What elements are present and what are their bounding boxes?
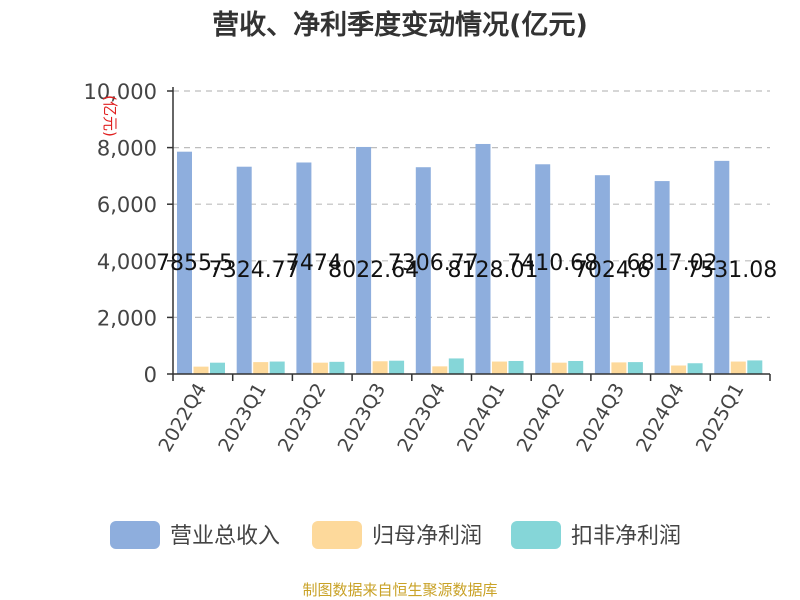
x-tick-label: 2024Q1: [453, 380, 510, 456]
x-tick-label: 2023Q1: [214, 380, 271, 456]
y-tick-label: 0: [144, 363, 157, 387]
bar[interactable]: [671, 365, 687, 374]
data-label: 7306.77: [388, 251, 479, 276]
bar[interactable]: [654, 181, 670, 374]
data-label: 7024.6: [574, 258, 651, 283]
bar[interactable]: [269, 361, 285, 374]
x-tick-label: 2022Q4: [154, 380, 211, 456]
chart-title: 营收、净利季度变动情况(亿元): [212, 9, 588, 41]
legend-label: 扣非净利润: [571, 524, 681, 549]
data-labels: 7855.57324.7774748022.647306.778128.0174…: [156, 251, 777, 283]
bar[interactable]: [356, 146, 372, 374]
legend-item[interactable]: 归母净利润: [312, 521, 482, 549]
bar[interactable]: [312, 362, 328, 374]
bar[interactable]: [389, 360, 405, 374]
x-tick-label: 2025Q1: [692, 380, 749, 456]
bar[interactable]: [611, 362, 627, 374]
legend-swatch: [511, 521, 561, 549]
x-tick-label: 2023Q2: [274, 380, 331, 456]
data-label: 7531.08: [686, 258, 777, 283]
bar[interactable]: [627, 362, 643, 374]
bar[interactable]: [730, 361, 746, 374]
bar[interactable]: [296, 162, 312, 374]
source-note: 制图数据来自恒生聚源数据库: [302, 581, 497, 599]
data-label: 8128.01: [448, 258, 539, 283]
data-label: 7855.5: [156, 251, 233, 276]
legend-swatch: [312, 521, 362, 549]
bar[interactable]: [508, 360, 524, 374]
bar[interactable]: [177, 151, 192, 374]
x-tick-label: 2024Q2: [513, 380, 570, 456]
legend-item[interactable]: 扣非净利润: [511, 521, 681, 549]
bar[interactable]: [747, 360, 763, 374]
bar[interactable]: [253, 362, 269, 374]
bar[interactable]: [210, 362, 225, 374]
bar[interactable]: [551, 362, 567, 374]
y-tick-label: 2,000: [97, 306, 157, 330]
data-label: 8022.64: [328, 258, 419, 283]
y-tick-label: 4,000: [97, 250, 157, 274]
x-tick-label: 2024Q4: [632, 380, 689, 456]
data-label: 6817.02: [627, 251, 718, 276]
legend-swatch: [110, 521, 160, 549]
bar[interactable]: [448, 358, 464, 374]
bar[interactable]: [329, 361, 345, 374]
legend-label: 营业总收入: [170, 524, 280, 549]
y-tick-label: 10,000: [84, 80, 157, 104]
bar[interactable]: [475, 143, 491, 374]
bar[interactable]: [372, 361, 388, 374]
bar[interactable]: [568, 360, 584, 374]
x-tick-label: 2023Q3: [334, 380, 391, 456]
bar[interactable]: [594, 175, 610, 374]
y-axis-label: (亿元): [101, 95, 119, 137]
legend-label: 归母净利润: [372, 524, 482, 549]
bar[interactable]: [535, 164, 551, 374]
bar[interactable]: [687, 363, 703, 374]
x-axis: 2022Q4 2023Q1 2023Q2 2023Q3 2023Q4 2024Q1 2024…: [154, 373, 771, 456]
data-label: 7324.77: [209, 258, 300, 283]
bar[interactable]: [432, 366, 448, 374]
x-tick-label: 2023Q4: [393, 380, 450, 456]
bars: [177, 143, 763, 374]
bar[interactable]: [492, 361, 507, 374]
y-axis: 0 2,000 4,000 6,000 8,000 10,000: [84, 80, 174, 387]
legend[interactable]: 营业总收入 归母净利润 扣非净利润: [110, 521, 681, 549]
bar[interactable]: [415, 167, 431, 374]
data-label: 7410.68: [507, 251, 598, 276]
bar[interactable]: [714, 160, 730, 374]
y-tick-label: 8,000: [97, 137, 157, 161]
grid-lines: [173, 90, 770, 318]
y-tick-label: 6,000: [97, 193, 157, 217]
bar[interactable]: [193, 366, 209, 374]
legend-item[interactable]: 营业总收入: [110, 521, 280, 549]
data-label: 7474: [286, 251, 342, 276]
x-tick-label: 2024Q3: [572, 380, 629, 456]
bar[interactable]: [236, 166, 252, 374]
